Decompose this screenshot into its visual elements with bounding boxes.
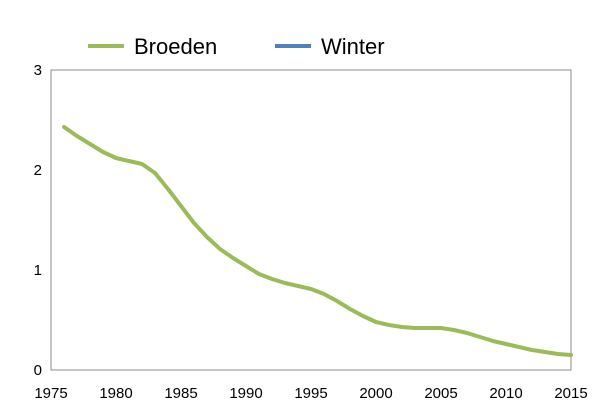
plot-frame: [50, 69, 572, 371]
x-tick-label: 2005: [424, 385, 457, 400]
series-layer: [62, 125, 573, 357]
x-tick-label: 1995: [294, 385, 327, 400]
y-tick-label: 3: [34, 62, 42, 79]
x-tick-label: 1985: [164, 385, 197, 400]
legend-label-broeden: Broeden: [134, 34, 217, 59]
x-tick-label: 2015: [554, 385, 587, 400]
x-tick-label: 2000: [359, 385, 392, 400]
x-tick-label: 2010: [489, 385, 522, 400]
x-axis: 1975 1980 1985 1990 1995 2000 2005 2010 2015: [34, 385, 587, 400]
y-tick-label: 2: [34, 162, 42, 179]
x-tick-label: 1990: [229, 385, 262, 400]
legend-label-winter: Winter: [321, 34, 385, 59]
y-tick-label: 0: [34, 362, 42, 379]
y-axis: 0 1 2 3: [34, 62, 42, 379]
x-tick-label: 1980: [99, 385, 132, 400]
series-line-broeden: [62, 125, 573, 357]
x-tick-label: 1975: [34, 385, 67, 400]
legend: Broeden Winter: [88, 34, 385, 59]
y-tick-label: 1: [34, 262, 42, 279]
